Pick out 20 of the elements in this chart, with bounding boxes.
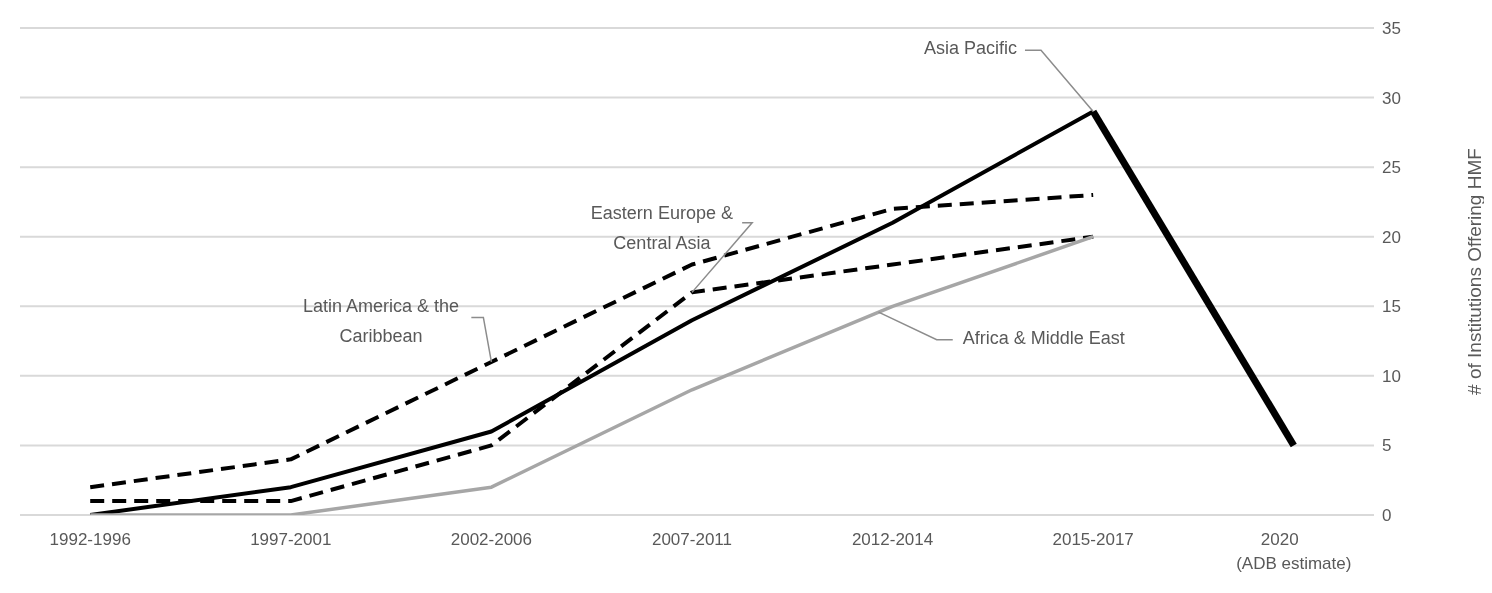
x-tick-label: 2012-2014	[851, 530, 934, 549]
y-tick-label: 25	[1382, 158, 1401, 178]
x-tick-label: 2015-2017	[1052, 530, 1134, 549]
x-tick-label: 2020 (ADB estimate)	[1236, 530, 1352, 573]
y-tick-label: 20	[1382, 227, 1401, 247]
y-tick-label: 0	[1382, 506, 1392, 526]
x-tick-label: 1997-2001	[250, 530, 332, 549]
x-tick-label: 2002-2006	[450, 530, 533, 549]
y-tick-label: 10	[1382, 366, 1401, 386]
text: Africa & Middle East	[962, 327, 1125, 348]
y-tick-label: 15	[1382, 297, 1401, 317]
series-label: Eastern Europe & Central Asia	[590, 202, 733, 253]
y-tick-label: 35	[1382, 19, 1401, 39]
text: Asia Pacific	[923, 38, 1017, 59]
x-tick-label: 2007-2011	[651, 530, 733, 549]
series-label: Latin America & the Caribbean	[303, 295, 460, 346]
y-tick-label: 30	[1382, 88, 1401, 108]
x-tick-label: 1992-1996	[49, 530, 131, 549]
y-tick-label: 5	[1382, 436, 1392, 456]
y-axis-title: # of Institutions Offering HMF	[1463, 148, 1485, 395]
